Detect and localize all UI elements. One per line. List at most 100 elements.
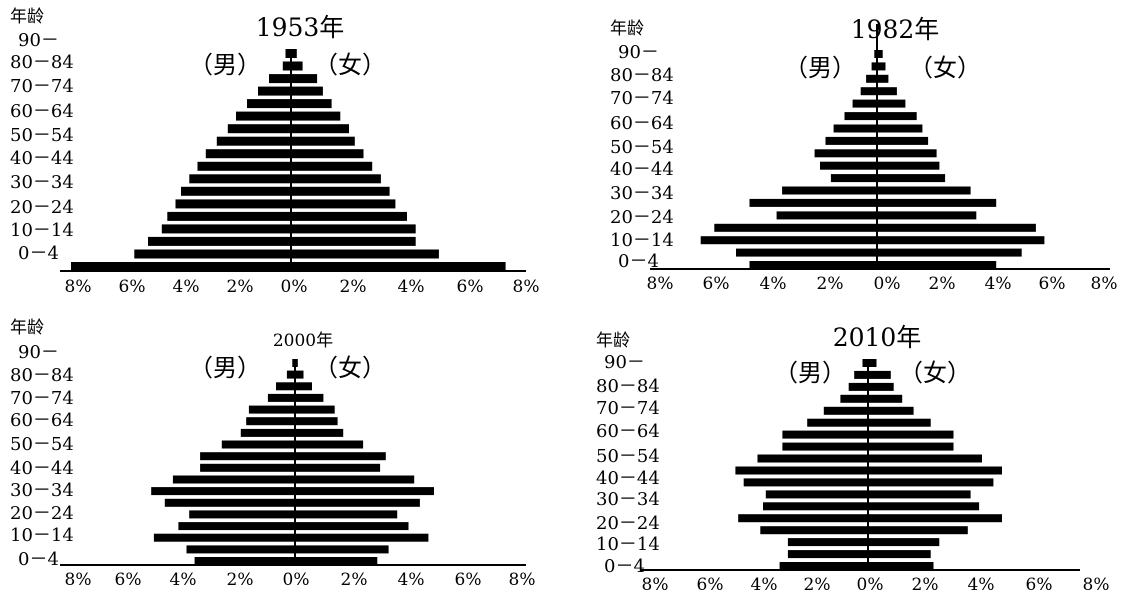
male-bar [779,562,868,570]
panel-2000-xtick: 2% [227,570,254,590]
panel-2010-xtick: 2% [804,575,831,595]
panel-2000-age-label: 40－44 [10,458,74,479]
male-bar [258,86,291,96]
panel-1982-xtick: 2% [929,274,956,294]
pyramid-panel-2010: 年龄 2010年 （男） （女） 90－ 80－84 70－74 60－64 5… [596,323,1109,595]
female-bar [868,490,971,499]
female-bar [868,430,954,439]
panel-1953-age-label: 0－4 [18,243,59,264]
male-bar [823,406,868,415]
male-bar [825,136,877,145]
panel-1982-age-label: 60－64 [610,113,674,134]
panel-2010-xtick: 2% [912,575,939,595]
female-bar [868,359,877,367]
panel-2000-age-label: 10－14 [10,525,74,546]
female-bar [877,99,906,108]
female-bar [877,112,917,121]
panel-1982-xtick: 2% [817,274,844,294]
panel-1982-xtick: 8% [1091,274,1118,294]
panel-1953-age-label: 40－44 [10,148,74,169]
male-bar [221,440,295,449]
male-bar [840,394,868,403]
female-bar [291,74,318,84]
panel-1982-age-label: 50－54 [610,137,674,158]
panel-2010-male-label: （男） [774,359,846,387]
female-bar [868,382,894,391]
female-bar [877,186,971,195]
panel-2010-xtick: 6% [1026,575,1053,595]
female-bar [291,249,439,259]
male-bar [833,124,877,133]
male-bar [178,522,295,531]
female-bar [295,557,378,565]
panel-2010-xtick: 6% [697,575,724,595]
male-bar [189,174,292,184]
male-bar [714,223,878,232]
female-bar [295,487,434,496]
panel-2010-age-label: 80－84 [596,376,660,397]
female-bar [868,394,903,403]
female-bar [877,87,897,96]
panel-1982-age-label: 10－14 [610,230,674,251]
panel-1953-bars [71,49,506,271]
male-bar [167,211,292,221]
panel-1953-age-label: 80－84 [10,52,74,73]
panel-2000-xtick: 6% [455,570,482,590]
panel-1982-xtick: 4% [985,274,1012,294]
female-bar [868,502,980,511]
male-bar [814,149,877,158]
female-bar [877,261,997,269]
panel-1982-age-label: 0－4 [618,251,659,272]
female-bar [295,475,415,484]
panel-2010-age-label: 60－64 [596,421,660,442]
female-bar [877,50,883,58]
female-bar [877,124,923,133]
panel-2000-bars [151,359,434,565]
female-bar [291,124,349,134]
male-bar [807,418,868,427]
panel-1982-age-label: 80－84 [610,65,674,86]
male-bar [782,430,868,439]
female-bar [877,236,1045,245]
male-bar [765,490,868,499]
panel-1953-title: 1953年 [256,13,345,42]
panel-1982-age-label: 90－ [618,42,659,63]
panel-2010-age-label: 20－24 [596,513,660,534]
panel-2000-age-label: 90－ [18,342,59,363]
pyramid-panel-1982: 年龄 1982年 （男） （女） 90－ 80－84 70－74 60－64 5… [610,15,1117,294]
male-bar [197,161,291,171]
female-bar [291,111,341,121]
male-bar [285,49,291,58]
pyramid-panel-2000: 年龄 2000年 （男） （女） 90－ 80－84 70－74 60－64 5… [10,318,535,590]
panel-2010-xtick: 8% [642,575,669,595]
male-bar [186,545,295,554]
female-bar [291,186,390,196]
panel-1982-title: 1982年 [851,15,940,44]
male-bar [205,149,292,159]
panel-2010-xtick: 4% [751,575,778,595]
female-bar [877,198,997,207]
male-bar [738,514,868,523]
panel-2010-bars [735,359,1002,570]
female-bar [295,498,420,507]
female-bar [868,370,891,379]
female-bar [877,149,937,158]
panel-2000-xtick: 2% [341,570,368,590]
panel-2010-ylabel: 年龄 [596,331,630,351]
panel-1953-age-label: 60－64 [10,101,74,122]
male-bar [248,405,295,414]
panel-1953-xtick: 4% [173,277,200,297]
female-bar [877,211,977,220]
female-bar [295,417,338,426]
male-bar [854,370,868,379]
panel-1982-male-label: （男） [784,54,856,82]
female-bar [291,149,364,159]
female-bar [291,262,506,271]
male-bar [200,452,295,461]
panel-2000-age-label: 70－74 [10,388,74,409]
panel-1982-xtick: 8% [647,274,674,294]
panel-1982-age-label: 70－74 [610,88,674,109]
panel-1953-xtick: 2% [227,277,254,297]
panel-2010-age-label: 40－44 [596,468,660,489]
